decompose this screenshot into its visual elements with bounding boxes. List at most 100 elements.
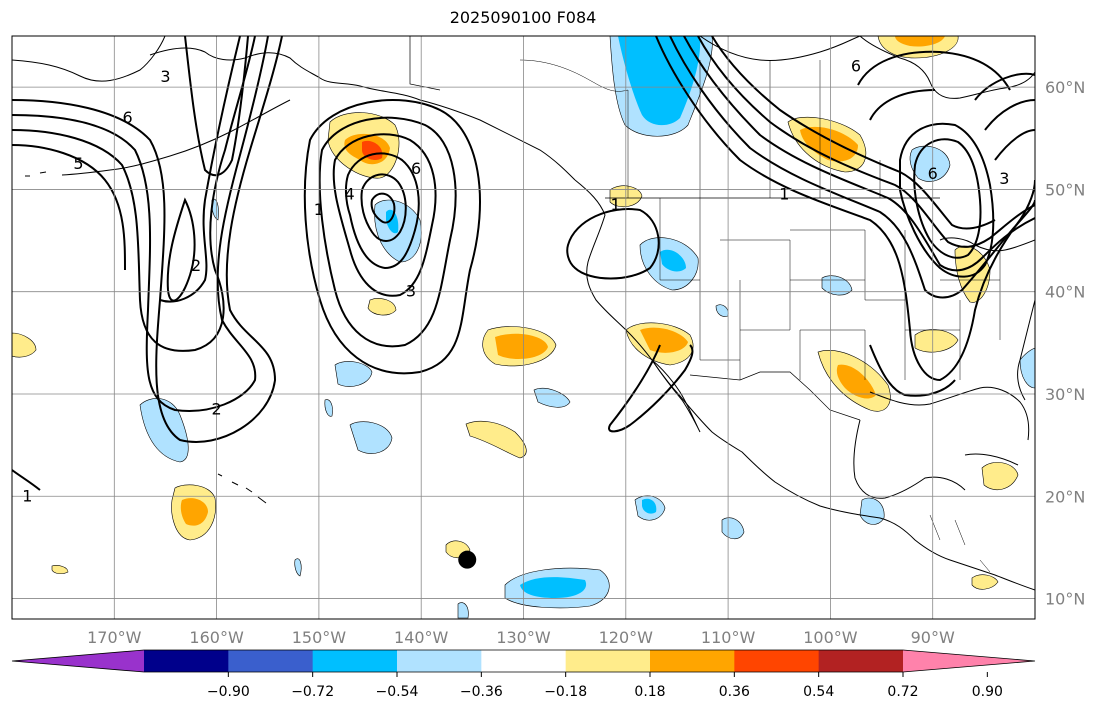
longitude-label: 100°W <box>803 628 858 647</box>
positive-anomaly-canada-core <box>800 126 858 162</box>
coastlines <box>12 36 1035 591</box>
contour-label: 2 <box>212 399 222 418</box>
longitude-label: 120°W <box>599 628 654 647</box>
positive-anomaly-stripe <box>465 420 527 459</box>
contour-label: 3 <box>160 67 170 86</box>
borders-states <box>659 198 1001 380</box>
positive-anomaly-small-1 <box>367 298 397 316</box>
map-frame <box>11 35 1036 620</box>
longitude-label: 90°W <box>911 628 955 647</box>
colorbar-swatch <box>734 650 820 672</box>
contour-gulf-low-4 <box>344 152 420 270</box>
contour-label: 1 <box>22 486 32 505</box>
colorbar-tick-label: 0.90 <box>972 684 1003 700</box>
negative-anomaly-9-core <box>642 498 657 514</box>
borders-canada-provinces <box>519 59 881 198</box>
contour-gulf-low-6 <box>370 192 396 224</box>
positive-anomaly-west <box>12 332 37 358</box>
negative-anomaly-15 <box>1019 347 1035 389</box>
negative-anomaly-10 <box>721 517 745 540</box>
colorbar-outline <box>11 649 1036 673</box>
colorbar-extend-low <box>12 650 144 672</box>
contour-trough-west-6 <box>184 36 249 177</box>
contour-east-ring <box>974 72 1035 161</box>
contour-baja-tongue <box>608 344 694 433</box>
contour-gulf-coast <box>869 344 956 397</box>
contour-label: 1 <box>779 185 789 204</box>
contour-label: 6 <box>928 164 938 183</box>
negative-anomaly-8-core <box>520 577 587 598</box>
contour-lines <box>12 36 1035 491</box>
positive-anomaly-southeast <box>914 329 959 353</box>
contour-labels: 6 3 5 2 2 1 6 4 1 3 1 1 6 6 3 <box>22 57 1009 506</box>
colorbar-tick-label: 0.54 <box>803 684 834 700</box>
colorbar-swatch <box>818 650 904 672</box>
contour-label: 6 <box>123 108 133 127</box>
coastline-gulf-mexico <box>853 386 1030 499</box>
latitude-label: 40°N <box>1045 283 1085 302</box>
positive-anomaly-tiny <box>51 565 69 575</box>
colorbar-swatch <box>397 650 482 672</box>
map-title: 2025090100 F084 <box>449 8 597 27</box>
coastline-baja <box>651 359 701 433</box>
longitude-label: 170°W <box>87 628 142 647</box>
latitude-label: 10°N <box>1045 590 1085 609</box>
negative-anomaly-13 <box>821 275 853 296</box>
colorbar-tick-label: 0.36 <box>719 684 750 700</box>
colorbar-swatch <box>228 650 314 672</box>
coastline-alaska-peninsula <box>109 99 291 171</box>
negative-anomaly-gulf-core <box>386 209 399 234</box>
colorbar-swatch <box>481 650 567 672</box>
positive-anomaly-central-america <box>971 574 999 590</box>
latitude-label: 20°N <box>1045 487 1085 506</box>
contour-label: 1 <box>610 195 620 214</box>
contour-pnw-low <box>566 208 660 280</box>
negative-anomaly-11-core <box>660 249 686 272</box>
coastline-east <box>1017 299 1035 401</box>
positive-anomaly-baja-core <box>640 327 688 353</box>
contour-trough-west-2 <box>12 36 269 412</box>
contour-east-trough-5 <box>711 36 996 230</box>
contour-trough-west <box>12 36 283 443</box>
negative-anomaly-14 <box>859 497 885 525</box>
contour-label: 1 <box>314 200 324 219</box>
coastline-hawaii <box>217 473 267 504</box>
coastline-aleutians <box>25 169 111 177</box>
latitude-label: 50°N <box>1045 180 1085 199</box>
contour-label: 2 <box>191 256 201 275</box>
coastline-bering <box>12 36 166 82</box>
contour-gulf-low-5 <box>360 173 407 242</box>
longitude-label: 150°W <box>292 628 347 647</box>
contour-gulf-low-1 <box>303 99 481 375</box>
longitude-labels: 170°W 160°W 150°W 140°W 130°W 120°W 110°W 100°W… <box>87 628 955 647</box>
negative-anomaly-17 <box>715 304 729 317</box>
storm-position-marker <box>458 550 477 569</box>
contour-east-trough-1 <box>655 36 1035 382</box>
negative-anomaly-2 <box>349 421 393 454</box>
latitude-labels: 10°N 20°N 30°N 40°N 50°N 60°N <box>1045 78 1085 608</box>
coastline-cuba <box>964 453 1019 466</box>
colorbar: −0.90 −0.72 −0.54 −0.36 −0.18 0.18 0.36 0.54 0.7… <box>11 649 1036 700</box>
longitude-label: 110°W <box>701 628 756 647</box>
negative-anomaly-1 <box>334 361 373 387</box>
colorbar-tick-label: −0.90 <box>207 684 250 700</box>
negative-anomaly-5 <box>324 399 333 417</box>
contour-north-loop <box>857 50 1011 121</box>
contour-label: 5 <box>73 154 83 173</box>
graticule <box>12 36 1035 619</box>
colorbar-tick-label: 0.72 <box>887 684 918 700</box>
contour-gulf-low-2 <box>318 116 457 348</box>
contour-east-trough-3 <box>683 36 1035 272</box>
contour-trough-west-5 <box>166 197 196 302</box>
borders-mexico-central <box>929 514 991 573</box>
contour-east-low-2 <box>913 138 982 259</box>
colorbar-tick-label: −0.72 <box>291 684 334 700</box>
contour-label: 6 <box>411 159 421 178</box>
contour-trough-west-7 <box>12 469 41 491</box>
colorbar-tick-label: −0.54 <box>376 684 419 700</box>
negative-anomaly-7 <box>457 602 469 619</box>
negative-anomaly-6 <box>294 558 302 577</box>
coastline-west-coast <box>574 179 1035 591</box>
colorbar-swatch <box>565 650 651 672</box>
coastline-alaska <box>149 47 576 181</box>
